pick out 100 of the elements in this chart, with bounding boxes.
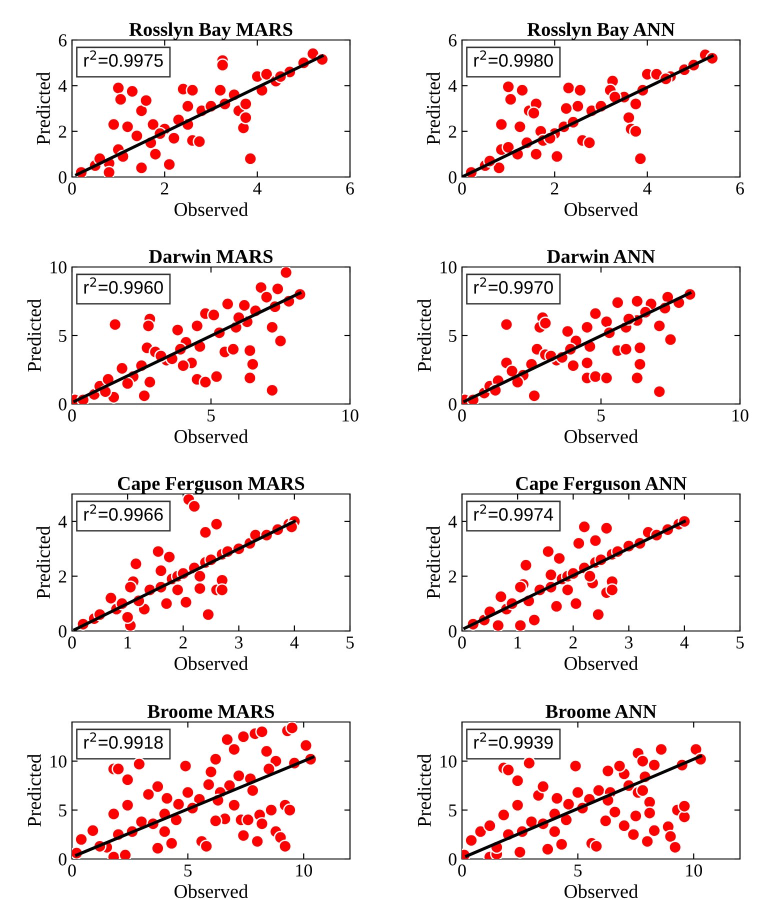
x-tick-label: 0 (458, 409, 466, 422)
y-tick-label: 0 (448, 853, 456, 866)
point (560, 102, 573, 116)
point (633, 341, 647, 355)
point (260, 68, 274, 81)
point (274, 334, 288, 348)
y-tick-label: 4 (448, 516, 457, 528)
x-tick-label: 3 (235, 636, 243, 649)
point (550, 600, 564, 614)
point (513, 120, 527, 134)
y-tick-label: 5 (449, 330, 456, 342)
y-tick-label: 10 (50, 755, 66, 768)
point (505, 364, 519, 378)
point (134, 104, 148, 118)
x-tick-label: 1 (124, 636, 132, 648)
point (619, 342, 633, 356)
point (538, 316, 552, 330)
y-tick-label: 4 (58, 80, 67, 92)
point (207, 308, 220, 322)
point (527, 106, 541, 120)
chart-title: Darwin MARS (148, 249, 273, 264)
point (148, 147, 162, 161)
chart-title: Broome MARS (148, 704, 274, 718)
point (246, 358, 260, 371)
point (151, 544, 165, 558)
point (120, 376, 134, 390)
x-tick-label: 0 (458, 182, 466, 195)
point (170, 583, 184, 597)
point (552, 552, 566, 566)
x-tick-label: 0 (68, 409, 76, 422)
chart-title: Rosslyn Bay ANN (527, 22, 675, 40)
point (210, 517, 224, 531)
y-axis-title: Predicted (417, 754, 431, 827)
point (600, 371, 614, 385)
point (664, 332, 678, 346)
point (629, 97, 642, 111)
point (134, 161, 148, 175)
chart-title: Rosslyn Bay MARS (129, 22, 292, 40)
x-tick-label: 6 (736, 182, 744, 195)
point (491, 618, 505, 631)
x-axis-title: Observed (564, 884, 638, 898)
x-tick-label: 0 (68, 636, 76, 649)
point (516, 84, 529, 97)
point (588, 534, 602, 548)
point (541, 544, 555, 558)
point (243, 344, 257, 358)
y-tick-label: 0 (58, 853, 66, 866)
point (566, 358, 580, 372)
point (260, 290, 274, 304)
point (167, 131, 181, 145)
point (162, 550, 176, 564)
annotation: r$^{2}$=0.9966 (84, 504, 163, 521)
chart-title: Broome ANN (546, 704, 656, 718)
point (215, 583, 229, 597)
point (502, 140, 516, 154)
point (198, 375, 212, 389)
y-axis-title: Predicted (426, 72, 440, 145)
y-axis-title: Predicted (36, 72, 50, 145)
point (629, 124, 642, 138)
point (104, 591, 118, 605)
point (528, 389, 541, 402)
y-tick-label: 2 (58, 570, 66, 582)
y-tick-label: 6 (448, 34, 457, 46)
point (583, 569, 597, 583)
point (193, 569, 207, 583)
point (129, 557, 143, 571)
x-tick-label: 5 (736, 636, 744, 649)
point (130, 129, 144, 143)
point (610, 296, 624, 310)
x-tick-label: 3 (625, 636, 633, 649)
point (588, 370, 602, 384)
point (126, 84, 139, 98)
point (504, 92, 518, 106)
point (162, 158, 176, 172)
point (500, 318, 514, 332)
point (514, 580, 528, 594)
point (142, 319, 156, 333)
x-tick-label: 0 (68, 182, 76, 195)
x-tick-label: 4 (290, 636, 299, 648)
x-tick-label: 5 (346, 636, 354, 649)
point (124, 580, 138, 594)
point (492, 161, 506, 175)
point (114, 92, 128, 106)
point (592, 608, 605, 622)
x-tick-label: 5 (598, 410, 605, 422)
y-tick-label: 0 (58, 171, 66, 184)
y-tick-label: 2 (448, 570, 456, 582)
point (244, 152, 258, 166)
point (580, 320, 594, 334)
y-tick-label: 0 (58, 625, 66, 638)
point (634, 152, 648, 166)
point (238, 298, 252, 312)
point (188, 500, 202, 514)
x-tick-label: 2 (550, 182, 558, 194)
point (560, 583, 574, 597)
x-tick-label: 10 (296, 864, 312, 877)
x-tick-label: 0 (458, 636, 466, 649)
point (600, 522, 614, 535)
point (112, 81, 126, 95)
point (265, 320, 279, 334)
